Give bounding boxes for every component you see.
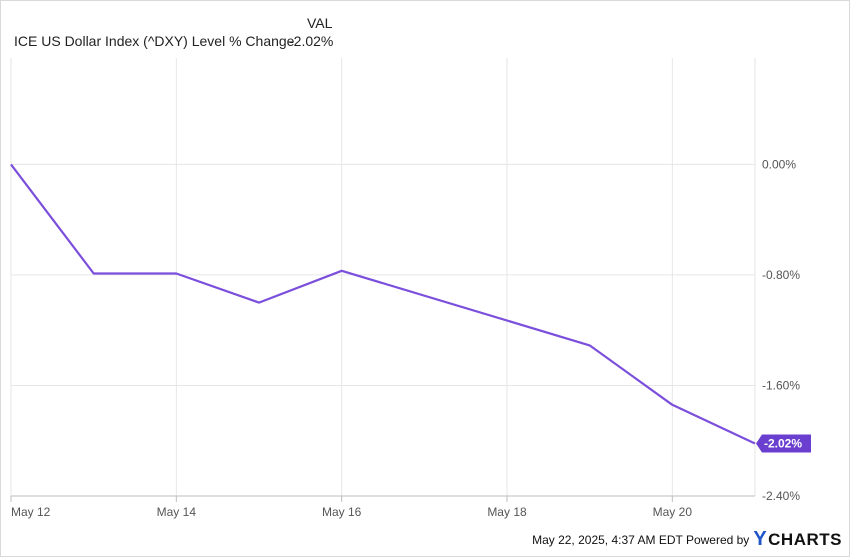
ycharts-logo[interactable]: Y CHARTS — [753, 528, 842, 551]
ycharts-logo-y: Y — [753, 528, 768, 550]
y-tick-label: 0.00% — [762, 157, 796, 171]
y-tick-label: -1.60% — [762, 378, 800, 392]
x-tick-label: May 12 — [11, 505, 51, 519]
footer: May 22, 2025, 4:37 AM EDT Powered by Y C… — [532, 528, 842, 551]
y-tick-label: -0.80% — [762, 268, 800, 282]
footer-timestamp: May 22, 2025, 4:37 AM EDT Powered by — [532, 532, 750, 547]
legend-series-value: -2.02% — [289, 33, 334, 49]
last-value-flag — [756, 434, 811, 453]
gridlines — [10, 58, 756, 497]
x-tick-label: May 20 — [653, 505, 693, 519]
x-tick-label: May 14 — [157, 505, 197, 519]
series-line[interactable] — [10, 163, 756, 445]
series-group — [10, 163, 756, 445]
legend-header: VAL ICE US Dollar Index (^DXY) Level % C… — [14, 8, 344, 52]
legend-series-name[interactable]: ICE US Dollar Index (^DXY) Level % Chang… — [14, 33, 295, 49]
ycharts-logo-text: CHARTS — [768, 529, 842, 549]
legend-val-header: VAL — [307, 15, 333, 31]
x-tick-label: May 18 — [487, 505, 527, 519]
y-axis-ticks: 0.00% -0.80% -1.60% -2.40% — [762, 157, 800, 503]
x-tick-label: May 16 — [322, 505, 362, 519]
last-value-text: -2.02% — [764, 436, 802, 450]
last-value-label: -2.02% — [756, 434, 811, 453]
x-axis-ticks: May 12 May 14 May 16 May 18 May 20 — [10, 496, 693, 519]
y-tick-label: -2.40% — [762, 489, 800, 503]
